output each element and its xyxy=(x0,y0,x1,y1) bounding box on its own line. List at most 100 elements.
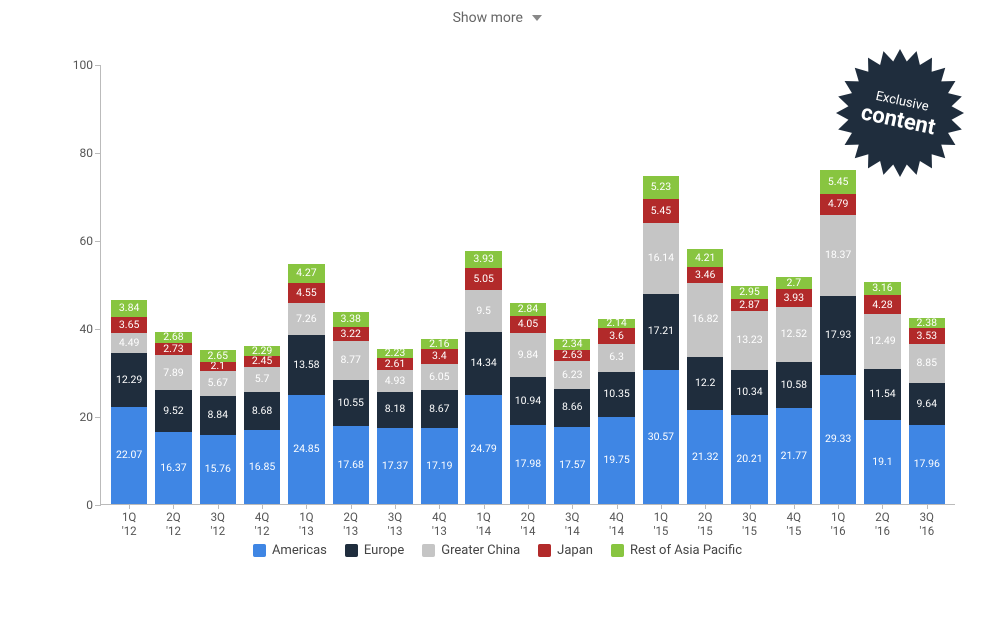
segment-value-label: 30.57 xyxy=(648,432,674,443)
stacked-bar: 21.7710.5812.523.932.7 xyxy=(776,277,812,504)
show-more-toggle[interactable]: Show more xyxy=(0,0,995,32)
bar-column[interactable]: 19.111.5412.494.283.162Q'16 xyxy=(860,65,904,504)
bar-segment: 2.84 xyxy=(510,303,546,315)
bar-segment: 9.5 xyxy=(465,290,501,332)
bar-segment: 2.7 xyxy=(776,277,812,289)
bar-segment: 6.05 xyxy=(421,364,457,391)
legend-swatch xyxy=(422,544,435,557)
bar-segment: 5.45 xyxy=(643,199,679,223)
bar-column[interactable]: 17.969.648.853.532.383Q'16 xyxy=(905,65,949,504)
bar-column[interactable]: 21.3212.216.823.464.212Q'15 xyxy=(683,65,727,504)
bar-column[interactable]: 21.7710.5812.523.932.74Q'15 xyxy=(772,65,816,504)
stacked-bar: 16.858.685.72.452.29 xyxy=(244,346,280,504)
bar-segment: 30.57 xyxy=(643,370,679,505)
bar-segment: 8.18 xyxy=(377,392,413,428)
bar-segment: 6.23 xyxy=(554,361,590,388)
y-tick-label: 80 xyxy=(53,146,93,160)
bar-column[interactable]: 24.8513.587.264.554.271Q'13 xyxy=(284,65,328,504)
bar-segment: 24.79 xyxy=(465,395,501,504)
bar-column[interactable]: 24.7914.349.55.053.931Q'14 xyxy=(462,65,506,504)
segment-value-label: 10.34 xyxy=(736,387,762,398)
bar-segment: 21.32 xyxy=(687,410,723,504)
bar-column[interactable]: 16.379.527.892.732.682Q'12 xyxy=(151,65,195,504)
segment-value-label: 24.79 xyxy=(470,444,496,455)
stacked-bar: 17.378.184.932.612.23 xyxy=(377,349,413,504)
bar-segment: 16.85 xyxy=(244,430,280,504)
legend-label: Greater China xyxy=(441,543,520,558)
stacked-bar: 19.111.5412.494.283.16 xyxy=(864,282,900,504)
legend-item[interactable]: Europe xyxy=(345,543,404,558)
segment-value-label: 20.21 xyxy=(736,454,762,465)
legend-item[interactable]: Greater China xyxy=(422,543,520,558)
bar-segment: 2.61 xyxy=(377,358,413,369)
segment-value-label: 14.34 xyxy=(470,358,496,369)
segment-value-label: 21.77 xyxy=(781,451,807,462)
bar-segment: 8.84 xyxy=(200,396,236,435)
revenue-chart: Revenue in billion U.S. dollars 22.0712.… xyxy=(30,45,965,565)
segment-value-label: 6.05 xyxy=(429,372,449,383)
bar-segment: 2.65 xyxy=(200,350,236,362)
segment-value-label: 2.38 xyxy=(917,318,937,329)
bar-segment: 12.2 xyxy=(687,357,723,411)
segment-value-label: 9.64 xyxy=(917,399,937,410)
bar-column[interactable]: 17.578.666.232.632.343Q'14 xyxy=(550,65,594,504)
bar-segment: 15.76 xyxy=(200,435,236,504)
bar-segment: 3.4 xyxy=(421,349,457,364)
legend-item[interactable]: Japan xyxy=(538,543,593,558)
segment-value-label: 5.23 xyxy=(651,182,671,193)
bar-segment: 16.37 xyxy=(155,432,191,504)
bar-column[interactable]: 22.0712.294.493.653.841Q'12 xyxy=(107,65,151,504)
segment-value-label: 3.22 xyxy=(340,329,360,340)
segment-value-label: 4.27 xyxy=(296,268,316,279)
segment-value-label: 12.49 xyxy=(869,336,895,347)
bar-segment: 5.67 xyxy=(200,371,236,396)
x-tick-label: 3Q'16 xyxy=(919,504,934,539)
bar-column[interactable]: 17.378.184.932.612.233Q'13 xyxy=(373,65,417,504)
bar-segment: 10.94 xyxy=(510,377,546,425)
segment-value-label: 17.93 xyxy=(825,330,851,341)
bar-segment: 17.37 xyxy=(377,428,413,504)
segment-value-label: 4.21 xyxy=(695,253,715,264)
x-tick-label: 4Q'14 xyxy=(609,504,624,539)
bar-segment: 5.23 xyxy=(643,176,679,199)
bar-column[interactable]: 20.2110.3413.232.872.953Q'15 xyxy=(727,65,771,504)
bar-segment: 11.54 xyxy=(864,369,900,420)
bar-segment: 3.93 xyxy=(776,289,812,306)
bar-segment: 3.38 xyxy=(333,312,369,327)
segment-value-label: 3.53 xyxy=(917,331,937,342)
segment-value-label: 10.58 xyxy=(781,380,807,391)
bar-segment: 24.85 xyxy=(288,395,324,504)
segment-value-label: 16.14 xyxy=(648,253,674,264)
segment-value-label: 3.6 xyxy=(609,331,624,342)
segment-value-label: 10.35 xyxy=(603,389,629,400)
segment-value-label: 11.54 xyxy=(869,389,895,400)
segment-value-label: 2.65 xyxy=(208,351,228,362)
bar-segment: 2.68 xyxy=(155,332,191,344)
bar-segment: 4.93 xyxy=(377,370,413,392)
bar-column[interactable]: 17.9810.949.844.052.842Q'14 xyxy=(506,65,550,504)
stacked-bar: 20.2110.3413.232.872.95 xyxy=(731,286,767,504)
stacked-bar: 19.7510.356.33.62.14 xyxy=(598,319,634,504)
stacked-bar: 15.768.845.672.12.65 xyxy=(200,350,236,504)
bar-column[interactable]: 29.3317.9318.374.795.451Q'16 xyxy=(816,65,860,504)
bar-column[interactable]: 17.198.676.053.42.164Q'13 xyxy=(417,65,461,504)
legend-swatch xyxy=(611,544,624,557)
y-tick-label: 0 xyxy=(53,498,93,512)
show-more-label: Show more xyxy=(453,10,523,26)
bar-segment: 2.1 xyxy=(200,362,236,371)
bar-segment: 8.67 xyxy=(421,390,457,428)
bar-column[interactable]: 30.5717.2116.145.455.231Q'15 xyxy=(639,65,683,504)
bar-segment: 14.34 xyxy=(465,332,501,395)
bar-segment: 2.95 xyxy=(731,286,767,299)
bar-column[interactable]: 17.6810.558.773.223.382Q'13 xyxy=(329,65,373,504)
stacked-bar: 24.8513.587.264.554.27 xyxy=(288,264,324,504)
bar-column[interactable]: 19.7510.356.33.62.144Q'14 xyxy=(594,65,638,504)
bar-column[interactable]: 15.768.845.672.12.653Q'12 xyxy=(196,65,240,504)
bar-column[interactable]: 16.858.685.72.452.294Q'12 xyxy=(240,65,284,504)
legend-item[interactable]: Rest of Asia Pacific xyxy=(611,543,742,558)
segment-value-label: 10.55 xyxy=(338,398,364,409)
legend-item[interactable]: Americas xyxy=(253,543,327,558)
segment-value-label: 19.1 xyxy=(872,457,892,468)
y-tick-label: 20 xyxy=(53,410,93,424)
x-tick-label: 3Q'12 xyxy=(210,504,225,539)
